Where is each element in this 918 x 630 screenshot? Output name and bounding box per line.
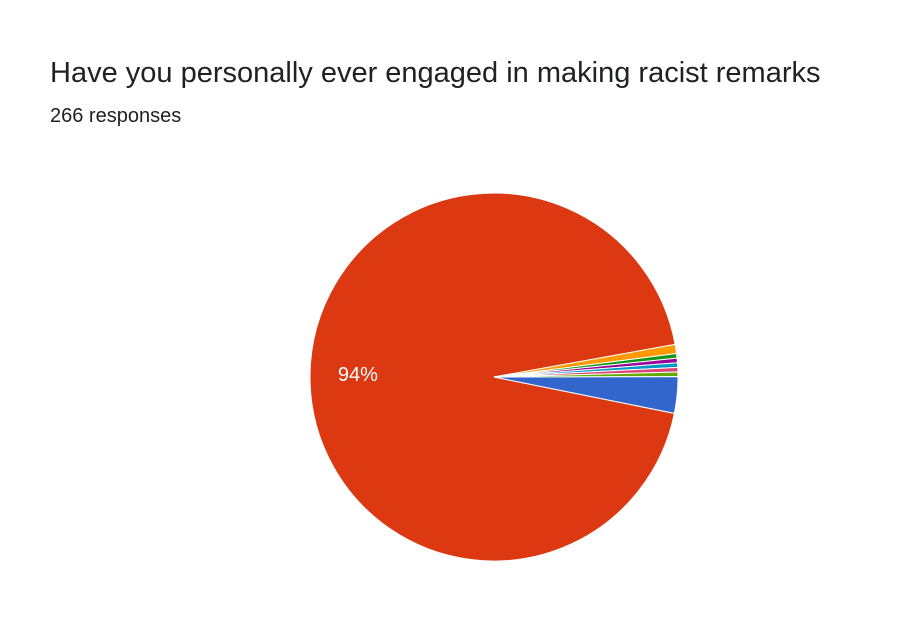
pie-slice: [493, 376, 679, 414]
chart-title: Have you personally ever engaged in maki…: [50, 57, 820, 89]
pie-slice: [309, 192, 676, 562]
slice-label: 94%: [338, 364, 378, 386]
chart-subtitle: 266 responses: [50, 105, 181, 127]
